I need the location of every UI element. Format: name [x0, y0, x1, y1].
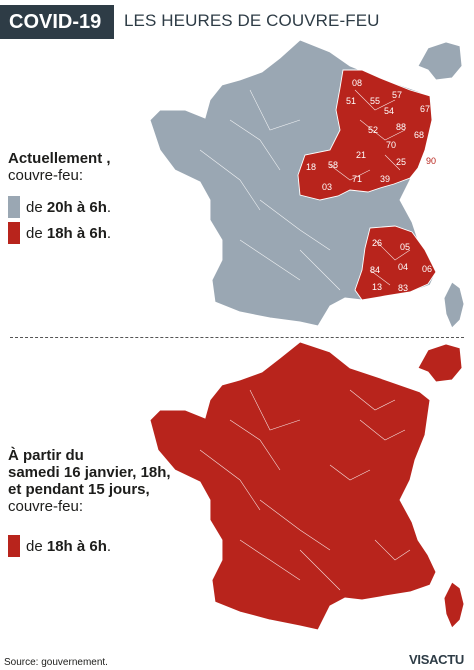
dept-label: 18	[306, 162, 316, 172]
dept-label: 25	[396, 157, 406, 167]
dept-label: 08	[352, 78, 362, 88]
dept-label: 84	[370, 265, 380, 275]
dept-label: 68	[414, 130, 424, 140]
dept-label: 67	[420, 104, 430, 114]
legend-item-red: de 18h à 6h.	[8, 535, 171, 557]
divider	[10, 337, 464, 338]
topic-tag: COVID-19	[0, 5, 114, 39]
grey-swatch	[8, 196, 20, 218]
top-map-east-red	[297, 69, 433, 201]
red-swatch	[8, 535, 20, 557]
dept-label: 58	[328, 160, 338, 170]
bottom-map-france-red	[149, 341, 437, 631]
bottom-map	[149, 341, 465, 631]
dept-label: 21	[356, 150, 366, 160]
legend-subtitle: couvre-feu:	[8, 167, 84, 184]
legend-subtitle: couvre-feu:	[8, 498, 84, 515]
dept-label: 71	[352, 174, 362, 184]
legend-item-grey: de 20h à 6h.	[8, 196, 111, 218]
dept-label: 83	[398, 283, 408, 293]
legend-item-red: de 18h à 6h.	[8, 222, 111, 244]
legend-title: Actuellement ,	[8, 150, 111, 167]
page-title: LES HEURES DE COUVRE-FEU	[124, 11, 380, 30]
header: COVID-19 LES HEURES DE COUVRE-FEU	[0, 0, 474, 44]
bottom-map-corsica	[443, 581, 465, 629]
brand-logo: VISACTU	[409, 652, 464, 667]
dept-label: 54	[384, 106, 394, 116]
legend-title-line: À partir du	[8, 447, 84, 464]
dept-label: 51	[346, 96, 356, 106]
dept-label: 04	[398, 262, 408, 272]
dept-label: 90	[426, 156, 436, 166]
dept-label: 03	[322, 182, 332, 192]
dept-label: 52	[368, 125, 378, 135]
dept-label: 70	[386, 140, 396, 150]
dept-label: 06	[422, 264, 432, 274]
legend-title-line: samedi 16 janvier, 18h,	[8, 464, 171, 481]
dept-label: 13	[372, 282, 382, 292]
bottom-map-inset	[417, 343, 463, 383]
red-swatch	[8, 222, 20, 244]
dept-label: 05	[400, 242, 410, 252]
dept-label: 26	[372, 238, 382, 248]
dept-label: 88	[396, 122, 406, 132]
dept-label: 39	[380, 174, 390, 184]
top-map-southeast-red	[354, 225, 437, 301]
top-map	[149, 39, 465, 329]
dept-label: 55	[370, 96, 380, 106]
department-labels: 08 51 55 57 54 67 52 88 68 70 21 25 39 7…	[306, 78, 436, 293]
top-map-inset	[417, 41, 463, 81]
dept-label: 57	[392, 90, 402, 100]
top-legend: Actuellement , couvre-feu: de 20h à 6h. …	[8, 150, 111, 244]
legend-title-line: et pendant 15 jours,	[8, 481, 150, 498]
source-note: Source: gouvernement.	[4, 657, 108, 668]
bottom-legend: À partir du samedi 16 janvier, 18h, et p…	[8, 447, 171, 557]
top-map-corsica	[443, 281, 465, 329]
